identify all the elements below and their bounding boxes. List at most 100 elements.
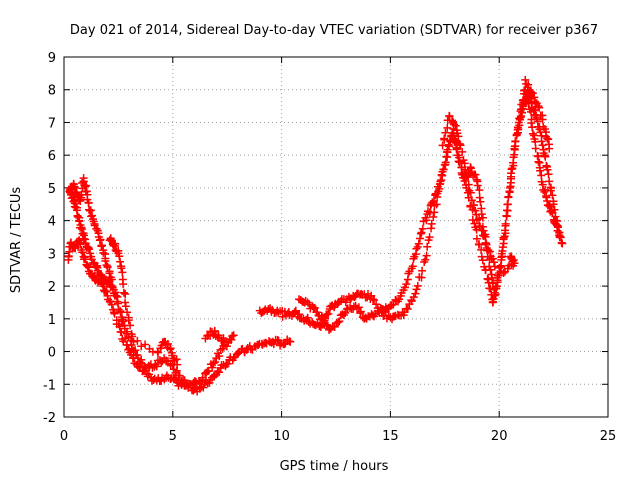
data-point xyxy=(534,102,543,111)
data-point xyxy=(64,252,73,260)
data-point xyxy=(119,317,128,326)
data-point xyxy=(449,120,458,129)
data-point xyxy=(131,346,140,355)
data-point xyxy=(92,224,101,233)
data-point xyxy=(367,291,376,300)
axis-ticks: -2 -1 0 1 2 3 4 5 6 7 8 9 0 5 10 15 20 25 xyxy=(43,51,616,444)
x-axis-label: GPS time / hours xyxy=(280,459,389,474)
data-point xyxy=(79,234,88,243)
data-point xyxy=(429,197,438,205)
data-point xyxy=(418,224,427,233)
data-point xyxy=(119,288,128,297)
data-point xyxy=(476,222,485,231)
y-axis-label: SDTVAR / TECUs xyxy=(9,187,24,294)
data-point xyxy=(215,368,223,377)
data-point xyxy=(454,132,463,141)
data-point xyxy=(530,93,539,102)
x-tick-label: 0 xyxy=(60,429,68,444)
data-point xyxy=(553,226,562,235)
data-point xyxy=(75,217,84,226)
data-point xyxy=(422,216,431,225)
data-point xyxy=(387,301,396,310)
data-point xyxy=(475,240,484,249)
data-point xyxy=(88,211,97,220)
data-point xyxy=(536,166,545,175)
data-point xyxy=(341,309,350,317)
data-point xyxy=(484,246,493,255)
data-point xyxy=(478,256,487,265)
data-point xyxy=(170,374,179,383)
data-point xyxy=(414,239,423,248)
data-point xyxy=(71,244,80,253)
data-point xyxy=(463,171,472,180)
data-point xyxy=(490,288,499,297)
data-point xyxy=(219,334,228,343)
data-point xyxy=(418,266,427,275)
data-point xyxy=(280,340,289,349)
data-point xyxy=(324,309,333,318)
y-tick-label: 6 xyxy=(48,149,56,164)
y-tick-label: 0 xyxy=(48,346,56,361)
data-point xyxy=(433,189,442,198)
data-point xyxy=(141,340,150,349)
data-point xyxy=(121,334,129,343)
data-point xyxy=(475,186,484,195)
data-point xyxy=(556,233,565,241)
data-point xyxy=(501,267,509,276)
data-points xyxy=(64,75,567,396)
data-point xyxy=(481,238,490,247)
data-point xyxy=(412,244,421,253)
data-point xyxy=(412,285,421,294)
data-point xyxy=(413,281,422,290)
data-point xyxy=(78,248,87,257)
data-point xyxy=(452,145,461,154)
data-point xyxy=(507,172,515,181)
data-point xyxy=(119,280,128,289)
data-point xyxy=(455,157,464,166)
data-point xyxy=(515,121,524,130)
data-point xyxy=(429,213,438,221)
y-tick-label: 4 xyxy=(48,215,56,230)
data-point xyxy=(180,376,189,385)
y-tick-label: 1 xyxy=(48,313,56,328)
x-tick-label: 25 xyxy=(600,429,617,444)
data-point xyxy=(166,344,175,353)
data-point xyxy=(543,134,552,143)
data-point xyxy=(439,165,448,174)
data-point xyxy=(545,177,554,186)
data-point xyxy=(129,337,138,346)
data-point xyxy=(499,269,508,277)
data-point xyxy=(128,332,137,341)
data-point xyxy=(501,229,510,238)
data-point xyxy=(370,296,379,305)
data-point xyxy=(356,307,365,316)
data-point xyxy=(441,128,450,137)
data-point xyxy=(515,114,524,123)
y-tick-label: 7 xyxy=(48,116,56,131)
data-point xyxy=(528,123,537,132)
data-point xyxy=(151,360,160,369)
data-point xyxy=(501,221,510,230)
data-point xyxy=(466,164,475,173)
data-point xyxy=(123,308,132,317)
data-point xyxy=(440,134,449,143)
x-tick-label: 5 xyxy=(169,429,177,444)
data-point xyxy=(489,254,498,263)
data-point xyxy=(464,173,473,182)
x-tick-label: 15 xyxy=(382,429,399,444)
data-point xyxy=(354,303,363,312)
data-point xyxy=(221,337,229,346)
data-point xyxy=(531,144,540,153)
data-point xyxy=(509,153,518,162)
data-point xyxy=(466,188,475,197)
data-point xyxy=(476,197,485,206)
data-point xyxy=(372,300,381,309)
x-tick-label: 20 xyxy=(491,429,508,444)
data-point xyxy=(84,199,93,207)
data-point xyxy=(535,103,544,112)
data-point xyxy=(423,242,432,251)
data-point xyxy=(490,262,499,271)
data-point xyxy=(477,226,486,235)
y-tick-label: -2 xyxy=(43,411,56,426)
